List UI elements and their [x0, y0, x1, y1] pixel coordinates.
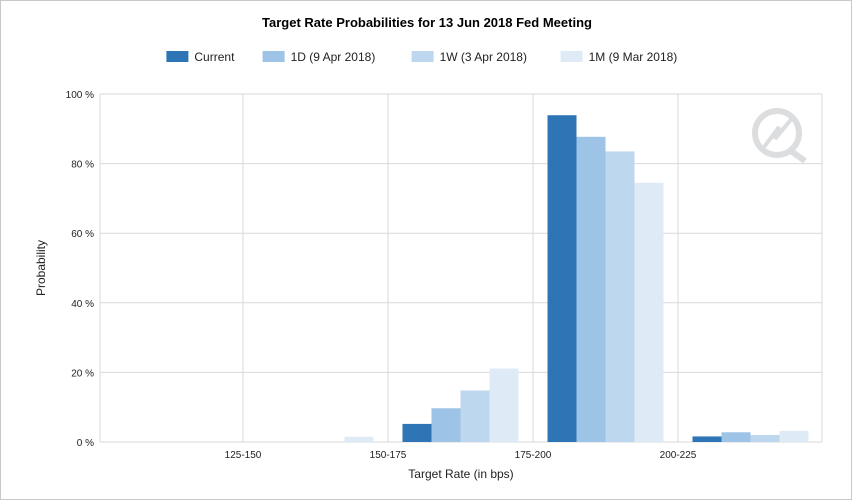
y-tick-label: 20 % [71, 368, 94, 379]
bar [634, 182, 664, 443]
bars [344, 115, 809, 443]
bar [605, 151, 635, 443]
legend-label: 1W (3 Apr 2018) [440, 50, 527, 64]
legend-swatch [560, 51, 583, 62]
legend-swatch [166, 51, 189, 62]
x-tick-label: 150-175 [370, 450, 407, 461]
legend-label: 1M (9 Mar 2018) [589, 50, 678, 64]
y-tick-label: 40 % [71, 299, 94, 310]
bar [344, 436, 374, 442]
y-tick-label: 100 % [66, 90, 94, 101]
bar [721, 432, 751, 442]
bar [402, 423, 432, 442]
y-tick-label: 80 % [71, 160, 94, 171]
legend-swatch [411, 51, 434, 62]
y-axis-label: Probability [34, 240, 48, 296]
y-tick-label: 60 % [71, 229, 94, 240]
bar [779, 430, 809, 442]
legend-label: 1D (9 Apr 2018) [291, 50, 376, 64]
bar [431, 408, 461, 442]
legend: Current 1D (9 Apr 2018) 1W (3 Apr 2018) 1M … [166, 50, 677, 64]
x-tick-label: 175-200 [515, 450, 552, 461]
x-tick-label: 200-225 [660, 450, 697, 461]
chart-title: Target Rate Probabilities for 13 Jun 201… [262, 15, 592, 30]
y-tick-label: 0 % [77, 438, 94, 449]
x-tick-label: 125-150 [225, 450, 262, 461]
x-axis-ticks: 125-150 150-175 175-200 200-225 [225, 450, 697, 461]
bar [460, 390, 490, 442]
bar [489, 368, 519, 442]
cme-fedwatch-logo-icon [752, 108, 807, 164]
bar [547, 115, 577, 442]
legend-label: Current [194, 50, 235, 64]
bar [576, 136, 606, 442]
x-axis-label: Target Rate (in bps) [408, 467, 513, 481]
legend-swatch [262, 51, 285, 62]
plot-area [100, 94, 822, 442]
bar [750, 435, 780, 442]
y-axis-ticks: 0 % 20 % 40 % 60 % 80 % 100 % [66, 90, 94, 449]
bar [692, 436, 722, 442]
